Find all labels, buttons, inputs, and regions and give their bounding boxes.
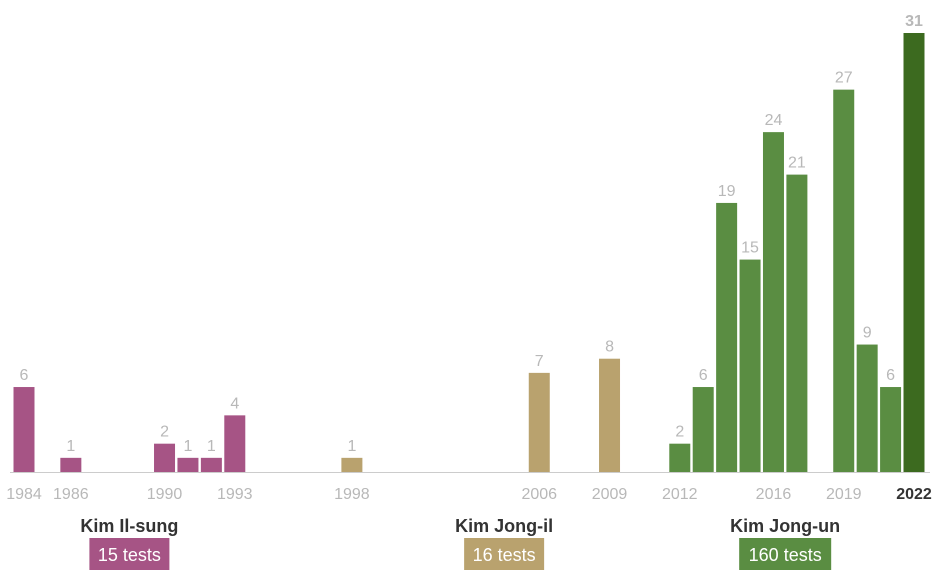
bar-1984 <box>13 387 35 472</box>
bar-2009 <box>599 358 621 472</box>
x-tick-1990: 1990 <box>147 486 183 503</box>
bar-1990 <box>154 443 176 472</box>
bar-1992 <box>200 457 222 472</box>
leader-name-kim-il-sung: Kim Il-sung <box>80 516 178 536</box>
leader-tests-kim-jong-il: 16 tests <box>473 545 536 565</box>
bar-2021 <box>880 387 902 472</box>
x-tick-2019: 2019 <box>826 486 862 503</box>
value-label-2020: 9 <box>863 325 872 342</box>
value-label-2006: 7 <box>535 353 544 370</box>
x-tick-2009: 2009 <box>592 486 628 503</box>
value-label-2021: 6 <box>886 367 895 384</box>
x-tick-1986: 1986 <box>53 486 89 503</box>
x-tick-2006: 2006 <box>521 486 557 503</box>
leader-badge-kim-il-sung <box>89 538 170 570</box>
value-label-2017: 21 <box>788 155 806 172</box>
leader-badge-kim-jong-un <box>739 538 832 570</box>
bar-2017 <box>786 174 808 472</box>
leader-name-kim-jong-un: Kim Jong-un <box>730 516 840 536</box>
value-label-1990: 2 <box>160 424 169 441</box>
bar-2022 <box>903 33 925 472</box>
bar-2013 <box>692 387 714 472</box>
x-tick-1993: 1993 <box>217 486 253 503</box>
bar-2019 <box>833 89 855 472</box>
value-label-1998: 1 <box>347 438 356 455</box>
value-label-1984: 6 <box>20 367 29 384</box>
leader-tests-kim-jong-un: 160 tests <box>749 545 822 565</box>
value-label-2012: 2 <box>675 424 684 441</box>
bar-2014 <box>716 202 738 472</box>
x-tick-2016: 2016 <box>756 486 792 503</box>
bar-2020 <box>856 344 878 472</box>
x-tick-1998: 1998 <box>334 486 370 503</box>
value-label-2009: 8 <box>605 339 614 356</box>
value-label-1991: 1 <box>183 438 192 455</box>
value-label-2016: 24 <box>765 112 783 129</box>
bar-1993 <box>224 415 246 472</box>
leader-name-kim-jong-il: Kim Jong-il <box>455 516 553 536</box>
value-label-2019: 27 <box>835 70 853 87</box>
value-label-2013: 6 <box>699 367 708 384</box>
value-label-1992: 1 <box>207 438 216 455</box>
x-tick-2022: 2022 <box>896 486 932 503</box>
leader-tests-kim-il-sung: 15 tests <box>98 545 161 565</box>
bar-2006 <box>528 372 550 472</box>
value-label-2014: 19 <box>718 183 736 200</box>
bar-2012 <box>669 443 691 472</box>
value-label-1986: 1 <box>66 438 75 455</box>
x-tick-1984: 1984 <box>6 486 42 503</box>
bar-2016 <box>762 132 784 472</box>
bar-1998 <box>341 457 363 472</box>
bar-2015 <box>739 259 761 472</box>
x-tick-2012: 2012 <box>662 486 698 503</box>
value-label-1993: 4 <box>230 395 239 412</box>
leader-badge-kim-jong-il <box>464 538 545 570</box>
bar-1986 <box>60 457 82 472</box>
value-label-2022: 31 <box>905 13 923 30</box>
bar-1991 <box>177 457 199 472</box>
value-label-2015: 15 <box>741 240 759 257</box>
